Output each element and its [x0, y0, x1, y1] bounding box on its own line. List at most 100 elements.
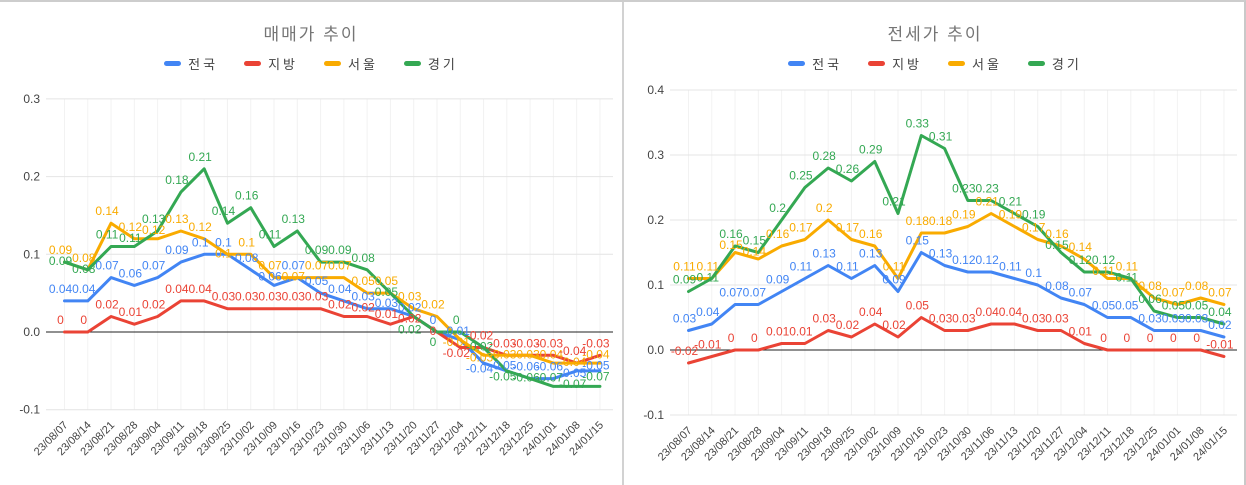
- data-label-서울: 0.1: [238, 235, 255, 249]
- legend-swatch-지방: [868, 61, 886, 66]
- sale-price-line-chart[interactable]: 0.30.20.10.0-0.123/08/0723/08/1423/08/21…: [0, 2, 622, 485]
- data-label-전국: -0.06: [536, 360, 564, 374]
- data-label-경기: 0.11: [259, 228, 282, 242]
- data-label-지방: 0.02: [328, 297, 352, 311]
- data-label-경기: 0.14: [212, 204, 236, 218]
- data-label-전국: 0.04: [328, 282, 352, 296]
- data-label-서울: 0.14: [95, 204, 119, 218]
- data-label-전국: 0.08: [1045, 279, 1069, 293]
- series-line-경기: [687, 134, 1226, 326]
- data-label-서울: 0.02: [421, 297, 445, 311]
- data-label-경기: 0.21: [999, 195, 1023, 209]
- y-axis-tick-label: 0.2: [23, 170, 40, 184]
- data-label-전국: -0.05: [489, 358, 517, 372]
- data-label-지방: 0.03: [212, 290, 236, 304]
- data-label-지방: 0.02: [95, 297, 119, 311]
- data-label-경기: 0.23: [952, 182, 976, 196]
- jeonse-price-chart-legend: 전국 지방 서울 경기: [624, 54, 1244, 73]
- series-line-지방: [687, 316, 1226, 365]
- data-label-전국: 0.11: [836, 260, 859, 274]
- y-axis-tick-label: 0.0: [647, 343, 664, 357]
- data-label-서울: 0.18: [906, 214, 930, 228]
- data-label-전국: 0.07: [719, 286, 743, 300]
- data-label-서울: 0.15: [719, 238, 743, 252]
- data-label-전국: -0.05: [559, 366, 587, 380]
- data-label-경기: 0.05: [1185, 299, 1209, 313]
- y-axis-tick-label: 0.4: [647, 83, 664, 97]
- data-label-경기: 0: [453, 313, 460, 327]
- legend-label-서울: 서울: [348, 57, 378, 72]
- data-label-서울: 0.18: [929, 214, 953, 228]
- legend-swatch-지방: [244, 61, 262, 66]
- jeonse-price-chart-panel: 전세가 추이 전국 지방 서울 경기 0.4 0.3 0.2 0.1 0.0 -0.1 23/08…: [622, 2, 1246, 485]
- data-label-서울: 0.16: [1045, 227, 1069, 241]
- data-label-서울: -0.04: [582, 347, 610, 361]
- series-line-전국: [687, 251, 1226, 339]
- data-label-지방: 0.03: [235, 290, 259, 304]
- data-label-경기: 0.18: [165, 173, 189, 187]
- sale-price-chart-panel: 매매가 추이 전국 지방 서울 경기 0.3 0.2 0.1 0.0 -0.1 23/08/07…: [0, 2, 622, 485]
- data-label-경기: 0.11: [96, 228, 119, 242]
- data-label-서울: 0.11: [1092, 264, 1115, 278]
- data-label-서울: 0.17: [1022, 221, 1046, 235]
- data-label-경기: 0.05: [375, 285, 399, 299]
- data-label-지방: 0: [728, 331, 735, 345]
- data-label-경기: 0.33: [906, 117, 930, 131]
- data-label-전국: 0.07: [1069, 286, 1093, 300]
- data-label-지방: -0.03: [582, 336, 610, 350]
- data-label-전국: 0.04: [696, 305, 720, 319]
- data-label-서울: -0.03: [489, 347, 517, 361]
- data-label-경기: 0.08: [351, 251, 375, 265]
- data-label-지방: 0.04: [165, 282, 189, 296]
- data-label-경기: 0.12: [1092, 253, 1116, 267]
- data-label-지방: -0.01: [694, 338, 722, 352]
- data-label-서울: -0.04: [536, 347, 564, 361]
- data-label-전국: 0.12: [952, 253, 976, 267]
- data-label-전국: 0.05: [1092, 299, 1116, 313]
- data-label-전국: 0.06: [258, 270, 282, 284]
- data-label-경기: 0.09: [673, 273, 697, 287]
- data-label-지방: -0.01: [1206, 338, 1234, 352]
- data-label-서울: 0.19: [952, 208, 976, 222]
- data-label-전국: 0.11: [790, 260, 813, 274]
- legend-label-지방: 지방: [268, 57, 298, 72]
- data-label-지방: 0.03: [282, 290, 306, 304]
- legend-label-서울: 서울: [972, 57, 1002, 72]
- data-label-경기: -0.07: [536, 371, 564, 385]
- legend-swatch-서울: [948, 61, 965, 66]
- data-label-경기: 0.11: [697, 271, 720, 285]
- data-label-서울: 0.12: [142, 223, 166, 237]
- data-label-경기: 0.08: [72, 262, 96, 276]
- legend-label-지방: 지방: [892, 57, 922, 72]
- data-label-전국: 0.06: [119, 266, 143, 280]
- legend-swatch-경기: [1027, 61, 1045, 66]
- data-label-경기: 0.04: [1208, 305, 1232, 319]
- legend-label-전국: 전국: [188, 57, 219, 72]
- data-label-경기: 0.02: [398, 323, 422, 337]
- data-label-지방: -0.04: [559, 344, 587, 358]
- data-label-경기: -0.05: [489, 369, 517, 383]
- data-label-서울: 0.21: [975, 195, 999, 209]
- data-label-경기: 0.09: [328, 243, 352, 257]
- data-label-서울: 0.14: [743, 245, 767, 259]
- data-label-서울: 0.11: [697, 260, 720, 274]
- data-label-지방: 0.03: [813, 312, 837, 326]
- data-label-지방: 0: [751, 331, 758, 345]
- legend-item-서울: 서울: [948, 54, 1002, 73]
- legend-label-경기: 경기: [1051, 57, 1082, 72]
- data-label-지방: 0.04: [999, 305, 1023, 319]
- data-label-경기: 0.13: [142, 212, 166, 226]
- data-label-전국: 0.05: [305, 274, 329, 288]
- jeonse-price-line-chart[interactable]: 0.40.30.20.10.0-0.123/08/0723/08/1423/08…: [624, 2, 1246, 485]
- data-label-서울: 0.11: [883, 260, 906, 274]
- legend-item-지방: 지방: [868, 54, 922, 73]
- y-axis-tick-label: 0.2: [647, 213, 664, 227]
- data-label-경기: 0.26: [836, 162, 860, 176]
- data-label-서울: 0.03: [398, 290, 422, 304]
- data-label-전국: 0.13: [813, 247, 837, 261]
- data-label-서울: 0.16: [859, 227, 883, 241]
- data-label-전국: 0.02: [398, 301, 422, 315]
- data-label-경기: 0.2: [769, 201, 786, 215]
- data-label-전국: 0.03: [375, 296, 399, 310]
